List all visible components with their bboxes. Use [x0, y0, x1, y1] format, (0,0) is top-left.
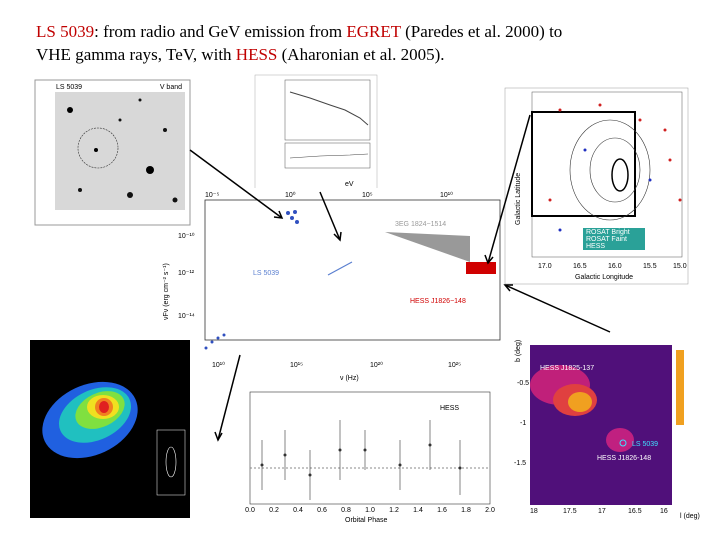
xray-x-label: Galactic Longitude [575, 274, 633, 281]
xray-x-tick: 15.0 [673, 263, 687, 270]
sed-left-tick: 10⁻¹⁴ [178, 313, 195, 320]
xray-map: ROSAT Bright ROSAT Faint HESS 17.0 16.5 … [504, 87, 689, 285]
hess-source-label: HESS J1825-137 [540, 365, 594, 372]
sed-top-tick: 10⁰ [285, 191, 296, 199]
optical-image: LS 5039 V band [34, 79, 191, 226]
sed-bottom-tick: 10²⁰ [370, 361, 383, 369]
lightcurve-x-tick: 0.8 [341, 507, 351, 514]
optical-title: LS 5039 [56, 84, 82, 91]
lightcurve-x-tick: 1.2 [389, 507, 399, 514]
ls5039-label: LS 5039 [253, 270, 279, 277]
sed-bottom-tick: 10¹⁵ [290, 362, 303, 369]
title-segment: LS 5039 [36, 22, 95, 41]
lightcurve-x-tick: 1.6 [437, 507, 447, 514]
optical-band: V band [160, 84, 182, 91]
title-segment: EGRET [346, 22, 401, 41]
light-curve: HESS 0.0 0.2 0.4 0.6 0.8 1.0 1.2 1.4 1.6 1.8 2.0 O… [225, 385, 497, 525]
lightcurve-x-tick: 0.6 [317, 507, 327, 514]
sed-top-tick: 10⁵ [362, 192, 373, 199]
sed-top-tick: 10⁻⁵ [205, 192, 219, 199]
hess-map: HESS J1825-137 LS 5039 HESS J1826-148 b … [512, 330, 700, 520]
title-segment: : from radio and GeV emission from [94, 22, 347, 41]
title-segment: (Aharonian et al. 2005). [277, 45, 445, 64]
hess-x-tick: 17 [598, 508, 606, 515]
lightcurve-label: HESS [440, 405, 459, 412]
lightcurve-x-tick: 1.4 [413, 507, 423, 514]
arrows [189, 114, 611, 442]
hess-y-label: b (deg) [515, 340, 522, 362]
sed-bottom-tick: 10²⁵ [448, 362, 461, 369]
sed-x-label: ν (Hz) [340, 375, 359, 382]
hess-y-tick: -1 [520, 420, 526, 427]
xray-y-label: Galactic Latitude [515, 173, 522, 225]
sed-y-label: νFν (erg cm⁻² s⁻¹) [163, 263, 170, 320]
egret-label: 3EG 1824−1514 [395, 221, 446, 228]
sed-bottom-tick: 10¹⁰ [212, 361, 225, 369]
hess-y-tick: -0.5 [517, 380, 529, 387]
hess-x-tick: 18 [530, 508, 538, 515]
lightcurve-x-tick: 0.4 [293, 507, 303, 514]
radio-image [30, 340, 190, 518]
hess-x-label: l (deg) [680, 513, 700, 520]
xray-legend: ROSAT Faint [586, 236, 627, 243]
hess-x-tick: 16 [660, 508, 668, 515]
sed-top-tick: 10¹⁰ [440, 191, 453, 199]
xray-x-tick: 17.0 [538, 263, 552, 270]
slide-title: LS 5039: from radio and GeV emission fro… [36, 20, 696, 66]
xray-legend: HESS [586, 243, 605, 250]
hess-source-label: LS 5039 [632, 441, 658, 448]
xray-x-tick: 15.5 [643, 263, 657, 270]
title-line: LS 5039: from radio and GeV emission fro… [36, 20, 696, 43]
lightcurve-x-label: Orbital Phase [345, 517, 388, 524]
title-line: VHE gamma rays, TeV, with HESS (Aharonia… [36, 43, 696, 66]
lightcurve-x-tick: 1.0 [365, 507, 375, 514]
sed-plot: 10⁻⁵ 10⁰ 10⁵ 10¹⁰ eV 10⁻¹⁰ 10⁻¹² 10⁻¹⁴ 1… [163, 181, 503, 382]
hess-x-tick: 16.5 [628, 508, 642, 515]
xray-x-tick: 16.5 [573, 263, 587, 270]
hess-source-label: HESS J1826-148 [597, 455, 651, 462]
hess-y-tick: -1.5 [514, 460, 526, 467]
title-segment: VHE gamma rays, TeV, with [36, 45, 236, 64]
title-segment: (Paredes et al. 2000) to [400, 22, 563, 41]
sed-left-tick: 10⁻¹² [178, 270, 195, 277]
hess-x-tick: 17.5 [563, 508, 577, 515]
hess-label: HESS J1826−148 [410, 298, 466, 305]
title-segment: HESS [235, 45, 278, 64]
lightcurve-x-tick: 0.0 [245, 507, 255, 514]
sed-top-label: eV [345, 181, 354, 188]
xray-x-tick: 16.0 [608, 263, 622, 270]
lightcurve-x-tick: 1.8 [461, 507, 471, 514]
egret-spectrum [254, 74, 378, 191]
lightcurve-x-tick: 0.2 [269, 507, 279, 514]
lightcurve-x-tick: 2.0 [485, 507, 495, 514]
xray-legend: ROSAT Bright [586, 229, 630, 236]
sed-left-tick: 10⁻¹⁰ [178, 232, 195, 240]
